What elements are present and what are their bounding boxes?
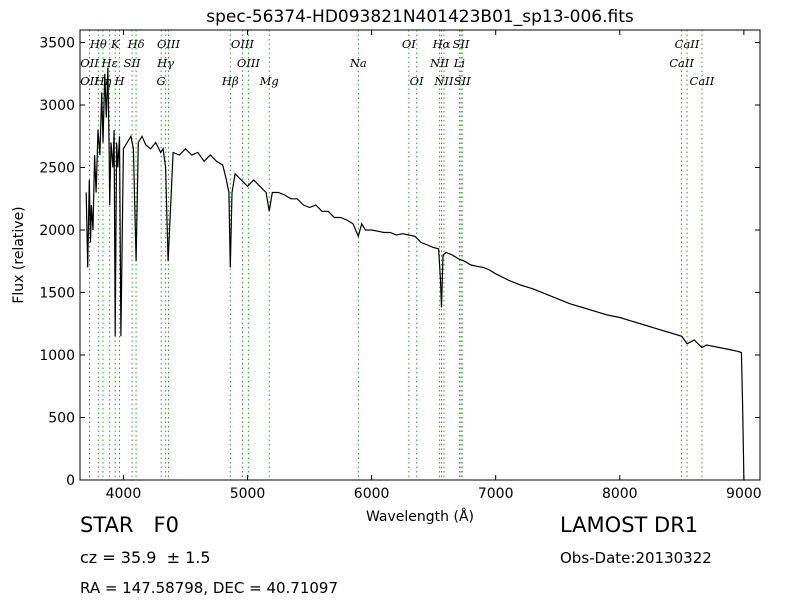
line-label-20: G — [157, 74, 166, 88]
line-label-22: Mg — [259, 74, 279, 88]
line-label-24: OI — [410, 74, 424, 88]
y-tick-label-3: 1500 — [39, 286, 75, 302]
x-tick-label-0: 4000 — [106, 486, 142, 502]
x-axis-label: Wavelength (Å) — [366, 508, 474, 525]
y-tick-label-1: 500 — [48, 411, 75, 427]
line-label-11: SII — [124, 56, 141, 70]
line-label-4: OIII — [231, 37, 255, 51]
line-label-9: OII — [80, 56, 99, 70]
coordinates-label: RA = 147.58798, DEC = 40.71097 — [80, 579, 339, 597]
line-label-8: CaII — [675, 37, 700, 51]
y-tick-label-7: 3500 — [39, 36, 75, 52]
redshift-label: cz = 35.9 ± 1.5 — [80, 548, 211, 567]
axis-ticks: 4000 5000 6000 7000 8000 9000 0 500 1000 1500 2000… — [39, 30, 762, 502]
line-label-10: Hε — [101, 56, 118, 70]
x-tick-label-4: 8000 — [602, 486, 638, 502]
line-label-1: K — [110, 37, 121, 51]
line-label-15: Li — [453, 56, 466, 70]
plot-frame — [79, 29, 761, 481]
y-tick-label-0: 0 — [66, 473, 75, 489]
y-tick-label-5: 2500 — [39, 161, 75, 177]
x-tick-label-5: 9000 — [726, 486, 762, 502]
line-label-18: Hη — [93, 74, 111, 88]
line-label-25: NII — [433, 74, 454, 88]
chart-title: spec-56374-HD093821N401423B01_sp13-006.f… — [206, 7, 634, 27]
line-label-19: H — [113, 74, 125, 88]
y-tick-label-6: 3000 — [39, 98, 75, 114]
line-label-7: SII — [452, 37, 469, 51]
x-tick-label-2: 6000 — [354, 486, 390, 502]
spectral-line-markers — [89, 30, 703, 480]
object-class-label: STAR F0 — [80, 513, 179, 537]
line-label-6: Hα — [432, 37, 451, 51]
y-tick-label-2: 1000 — [39, 348, 75, 364]
line-label-26: SII — [454, 74, 471, 88]
survey-label: LAMOST DR1 — [560, 513, 699, 537]
line-label-23: Na — [349, 56, 367, 70]
line-label-2: Hδ — [127, 37, 145, 51]
line-label-13: OIII — [237, 56, 261, 70]
line-label-16: CaII — [669, 56, 694, 70]
line-label-14: NII — [429, 56, 450, 70]
line-label-17: OII — [80, 74, 99, 88]
line-label-21: Hβ — [221, 74, 239, 88]
x-tick-label-1: 5000 — [230, 486, 266, 502]
x-tick-label-3: 7000 — [478, 486, 514, 502]
observation-date-label: Obs-Date:20130322 — [560, 549, 712, 567]
line-label-12: Hγ — [156, 56, 174, 70]
line-label-27: CaII — [690, 74, 715, 88]
y-axis-label: Flux (relative) — [11, 206, 27, 303]
line-label-0: Hθ — [89, 37, 107, 51]
line-label-3: OIII — [157, 37, 181, 51]
line-label-5: OI — [402, 37, 416, 51]
y-tick-label-4: 2000 — [39, 223, 75, 239]
spectrum-series-line — [85, 67, 746, 481]
